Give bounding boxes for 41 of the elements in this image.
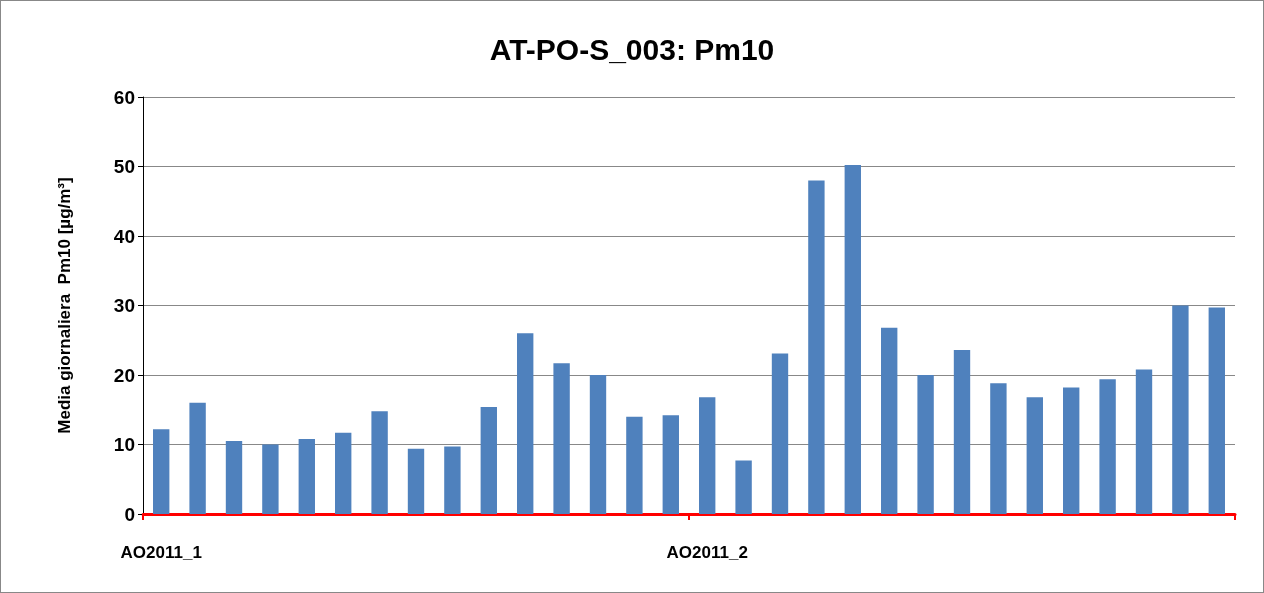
bar bbox=[262, 444, 279, 514]
bar bbox=[407, 448, 425, 514]
bar bbox=[626, 416, 643, 514]
bar bbox=[735, 460, 752, 514]
bar bbox=[553, 363, 570, 514]
bar bbox=[444, 446, 461, 514]
y-tick-label: 30 bbox=[113, 295, 135, 316]
bar bbox=[1063, 387, 1080, 514]
bar bbox=[662, 415, 679, 514]
bar bbox=[189, 402, 206, 514]
y-tick-label: 50 bbox=[113, 156, 135, 177]
bar bbox=[881, 327, 898, 514]
bar bbox=[990, 383, 1007, 514]
x-tick-label: AO2011_2 bbox=[666, 543, 748, 562]
bar bbox=[517, 333, 534, 514]
bar bbox=[153, 429, 170, 514]
bar bbox=[1026, 397, 1043, 514]
bar bbox=[953, 349, 971, 514]
bar bbox=[335, 432, 352, 514]
bar bbox=[808, 180, 825, 514]
bar bbox=[1172, 305, 1189, 514]
bar bbox=[371, 411, 388, 514]
bar bbox=[298, 438, 315, 514]
chart-title: AT-PO-S_003: Pm10 bbox=[489, 32, 775, 66]
bar bbox=[771, 353, 789, 514]
bar bbox=[844, 165, 861, 514]
bar bbox=[1208, 307, 1225, 514]
y-tick-label: 20 bbox=[113, 364, 135, 386]
bar bbox=[480, 406, 497, 514]
bar bbox=[225, 441, 243, 514]
y-tick-label: 10 bbox=[113, 434, 135, 455]
bar bbox=[589, 375, 607, 514]
y-tick-label: 0 bbox=[124, 503, 135, 525]
bar bbox=[917, 375, 934, 514]
bar bbox=[1099, 379, 1116, 514]
y-tick-label: 40 bbox=[113, 225, 135, 247]
bar bbox=[1135, 369, 1153, 514]
y-axis-title: Media giornaliera Pm10 [µg/m³] bbox=[55, 177, 74, 434]
bar bbox=[699, 397, 716, 514]
y-tick-label: 60 bbox=[113, 86, 135, 108]
x-tick-label: AO2011_1 bbox=[120, 543, 202, 562]
